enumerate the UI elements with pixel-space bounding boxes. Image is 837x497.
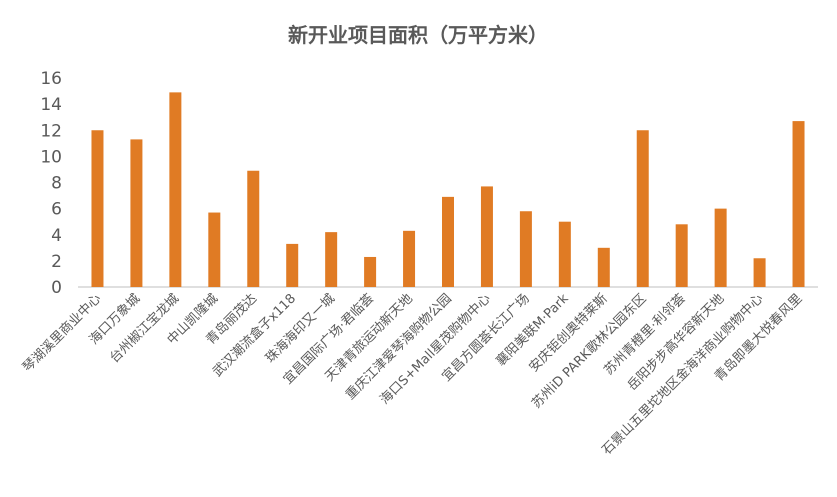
bar xyxy=(208,212,221,287)
bar xyxy=(675,224,688,287)
bar xyxy=(325,232,338,287)
bar xyxy=(558,221,571,287)
bar xyxy=(597,247,610,287)
x-tick-label: 珠海海印又一城 xyxy=(263,291,338,366)
bar xyxy=(130,139,143,287)
bar xyxy=(286,243,299,287)
y-axis: 0 2 4 6 8 10 12 14 16 xyxy=(40,69,62,298)
y-tick-label: 12 xyxy=(40,121,62,141)
bar xyxy=(364,256,377,287)
y-tick-label: 2 xyxy=(51,252,62,272)
y-tick-label: 14 xyxy=(40,95,62,115)
x-tick-label: 台州椒江宝龙城 xyxy=(107,291,182,366)
chart-title: 新开业项目面积（万平方米） xyxy=(288,23,548,47)
bar xyxy=(714,208,727,287)
y-tick-label: 6 xyxy=(51,200,62,220)
y-tick-label: 10 xyxy=(40,147,62,167)
y-tick-label: 8 xyxy=(51,174,62,194)
bar xyxy=(753,258,766,287)
y-tick-label: 16 xyxy=(40,69,62,89)
bar xyxy=(91,130,104,287)
y-tick-label: 0 xyxy=(51,278,62,298)
bar xyxy=(480,186,493,287)
bar xyxy=(792,121,805,287)
y-tick-label: 4 xyxy=(51,226,62,246)
bar xyxy=(247,170,260,287)
x-axis: 琴湖溪里商业中心海口万象城台州椒江宝龙城中山凯隆城青岛丽茂达武汉潮流盒子x118… xyxy=(20,290,805,458)
bar xyxy=(169,92,182,288)
bar xyxy=(519,211,532,287)
bars xyxy=(91,92,805,288)
bar xyxy=(636,130,649,287)
bar xyxy=(442,196,454,287)
bar xyxy=(403,230,416,287)
